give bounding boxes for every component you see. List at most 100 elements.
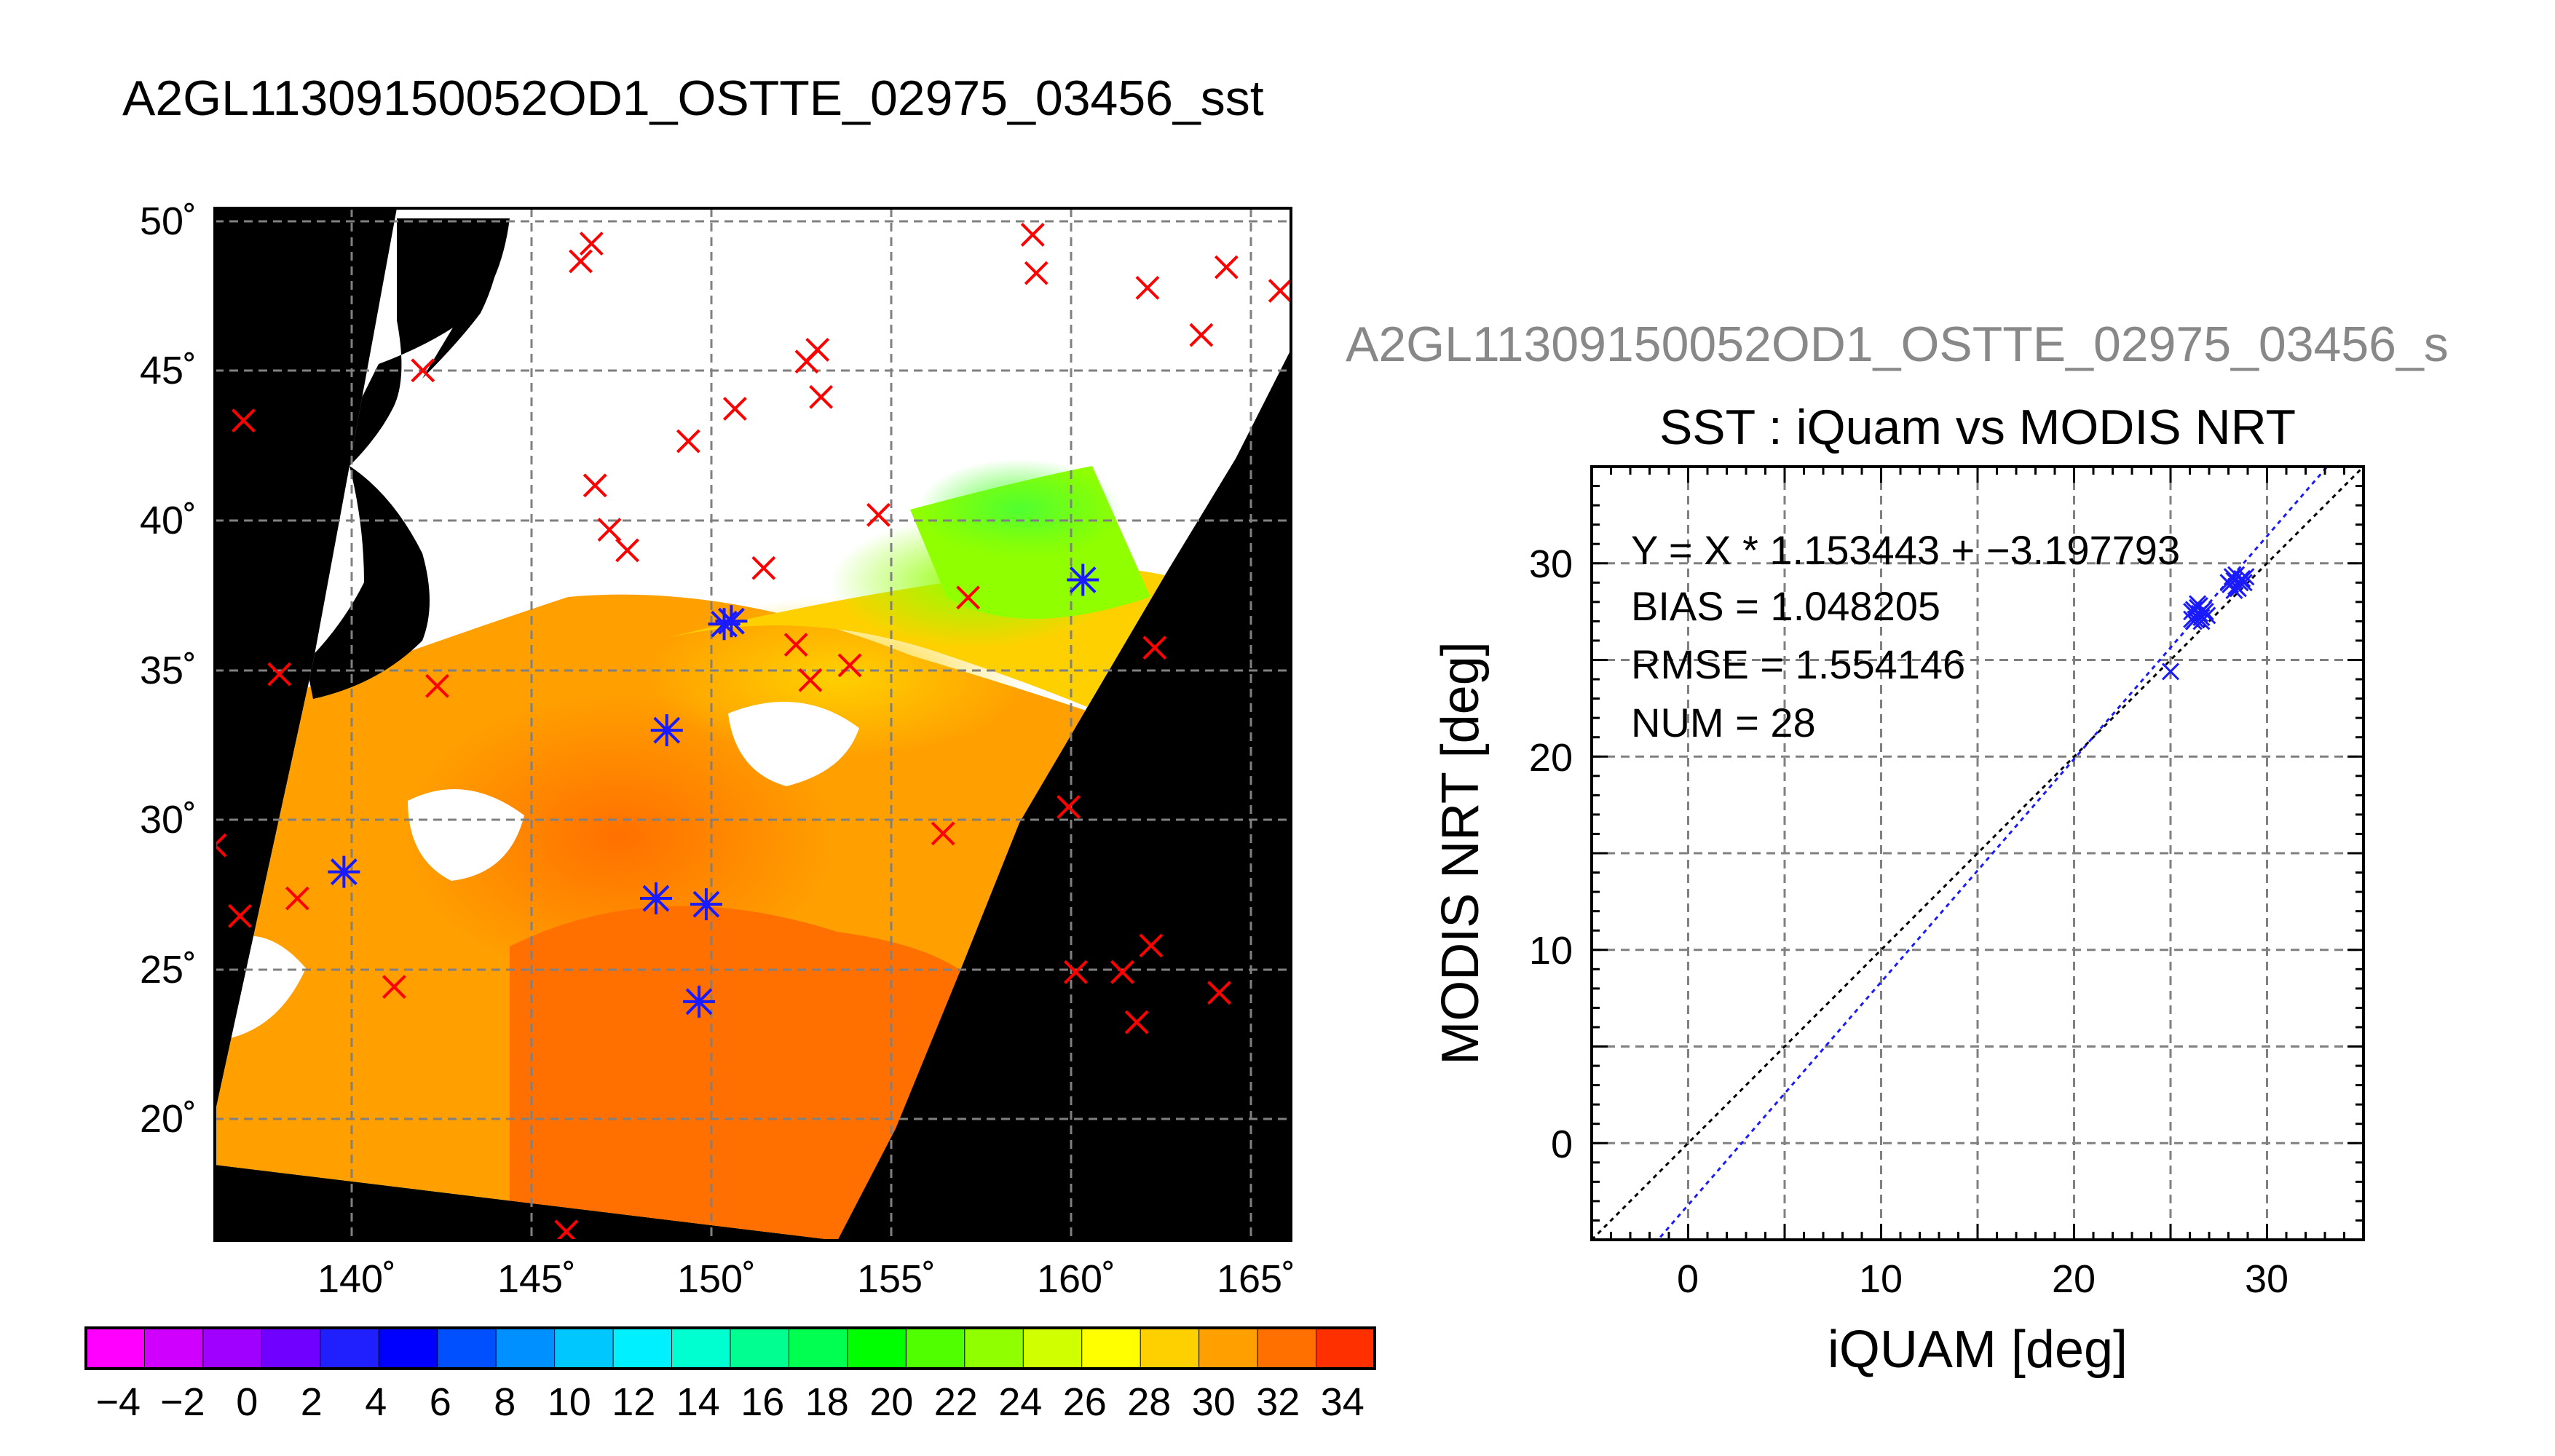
- iquam-point-marker: [583, 473, 607, 498]
- iquam-point-marker: [597, 518, 622, 542]
- scatter-point: [2190, 597, 2208, 615]
- iquam-point-marker: [1024, 261, 1049, 285]
- scatter-point: [2183, 603, 2201, 621]
- colorbar-tick-label: 22: [934, 1380, 978, 1424]
- iquam-point-marker: [1063, 960, 1088, 984]
- map-y-tick: 45˚: [140, 349, 197, 392]
- scatter-y-tick-labels: 0 10 20 30: [1529, 542, 1573, 1166]
- iquam-point-marker: [1020, 223, 1045, 247]
- iquam-point-marker: [798, 668, 823, 692]
- iquam-point-marker: [411, 358, 435, 383]
- iquam-point-marker: [1057, 795, 1081, 819]
- colorbar-tick-label: 14: [676, 1380, 720, 1424]
- iquam-point-marker: [615, 538, 639, 563]
- colorbar-cell: [437, 1327, 497, 1369]
- iquam-point-marker: [805, 338, 830, 362]
- scatter-title: SST : iQuam vs MODIS NRT: [1659, 400, 2296, 455]
- colorbar-tick-label: 32: [1256, 1380, 1300, 1424]
- scatter-plot: Y = X * 1.153443 + −3.197793 BIAS = 1.04…: [1431, 465, 2365, 1379]
- colorbar-cell: [671, 1327, 732, 1369]
- matchup-point-marker: [650, 714, 683, 747]
- colorbar-tick-label: 8: [494, 1380, 516, 1424]
- colorbar-cell: [788, 1327, 848, 1369]
- colorbar-cell: [202, 1327, 263, 1369]
- scatter-gridlines: [1592, 467, 2364, 1240]
- scatter-granule-label: A2GL11309150052OD1_OSTTE_02975_03456_s: [1346, 317, 2449, 372]
- iquam-point-marker: [554, 1219, 579, 1241]
- scatter-points: [2161, 566, 2255, 681]
- iquam-point-marker: [837, 653, 862, 678]
- colorbar-tick-label: 6: [430, 1380, 451, 1424]
- iquam-point-marker: [267, 662, 292, 687]
- colorbar-cell: [261, 1327, 321, 1369]
- iquam-point-marker: [1268, 279, 1291, 303]
- iquam-point-marker: [676, 429, 700, 454]
- colorbar-tick-label: 24: [998, 1380, 1042, 1424]
- map-x-tick: 145˚: [497, 1257, 576, 1301]
- land-hokkaido: [313, 218, 510, 510]
- map-markers: [215, 223, 1291, 1241]
- map-x-tick: 140˚: [317, 1257, 396, 1301]
- matchup-point-marker: [715, 605, 748, 638]
- fit-equation: Y = X * 1.153443 + −3.197793: [1631, 527, 2180, 573]
- scatter-y-axis-label: MODIS NRT [deg]: [1431, 641, 1490, 1065]
- scatter-stats: Y = X * 1.153443 + −3.197793 BIAS = 1.04…: [1631, 527, 2180, 745]
- num-value: NUM = 28: [1631, 700, 1816, 745]
- sst-field-lime-blob: [830, 517, 1121, 648]
- colorbar-tick-label: −2: [160, 1380, 205, 1424]
- map-gridlines: [215, 208, 1291, 1241]
- map-y-tick: 50˚: [140, 199, 197, 243]
- colorbar-tick-label: 2: [301, 1380, 323, 1424]
- colorbar-tick-label: 4: [365, 1380, 387, 1424]
- scatter-y-tick: 10: [1529, 929, 1573, 973]
- iquam-point-marker: [215, 833, 227, 858]
- colorbar-cell: [143, 1327, 204, 1369]
- scatter-x-tick: 10: [1859, 1257, 1903, 1301]
- map-y-tick: 35˚: [140, 649, 197, 692]
- colorbar-tick-label: 10: [548, 1380, 591, 1424]
- iquam-point-marker: [1124, 1010, 1149, 1034]
- matchup-point-marker: [1067, 563, 1099, 596]
- iquam-point-marker: [231, 408, 256, 433]
- colorbar-cell: [1316, 1327, 1375, 1369]
- colorbar-tick-label: 0: [236, 1380, 258, 1424]
- colorbar-cell: [847, 1327, 907, 1369]
- scatter-x-tick: 30: [2245, 1257, 2289, 1301]
- colorbar-frame: [84, 1326, 1376, 1370]
- colorbar-cell: [495, 1327, 556, 1369]
- land-sakhalin: [422, 218, 502, 379]
- iquam-point-marker: [569, 249, 593, 274]
- colorbar-tick-label: 34: [1321, 1380, 1365, 1424]
- map-y-tick: 40˚: [140, 499, 197, 542]
- land-honshu: [306, 466, 430, 699]
- iquam-point-marker: [228, 903, 252, 928]
- iquam-point-marker: [1214, 255, 1239, 280]
- iquam-point-marker: [751, 555, 776, 580]
- bias-value: BIAS = 1.048205: [1631, 583, 1940, 629]
- colorbar-tick-label: 18: [805, 1380, 849, 1424]
- colorbar-tick-label: 12: [612, 1380, 655, 1424]
- iquam-point-marker: [866, 502, 891, 527]
- map-y-tick: 25˚: [140, 948, 197, 992]
- colorbar-cell: [905, 1327, 965, 1369]
- iquam-point-marker: [579, 232, 604, 256]
- scatter-x-tick: 0: [1677, 1257, 1699, 1301]
- identity-line: [1592, 467, 2364, 1240]
- colorbar-cell: [1198, 1327, 1259, 1369]
- scatter-y-tick: 20: [1529, 736, 1573, 780]
- map-y-tick: 30˚: [140, 798, 197, 842]
- colorbar-tick-labels: −4 −2 0 2 4 6 8 10 12 14 16 18 20 22 24 26 28 30 32 34: [95, 1380, 1364, 1424]
- scatter-x-tick-labels: 0 10 20 30: [1677, 1257, 2289, 1301]
- iquam-point-marker: [809, 384, 834, 409]
- scatter-point: [2225, 581, 2243, 599]
- colorbar-cells: [85, 1327, 1375, 1369]
- colorbar-cell: [320, 1327, 380, 1369]
- map-x-tick: 155˚: [857, 1257, 936, 1301]
- scatter-y-tick: 0: [1551, 1123, 1573, 1166]
- iquam-point-marker: [1207, 981, 1231, 1005]
- scatter-point: [2237, 568, 2255, 586]
- map-x-tick: 160˚: [1037, 1257, 1115, 1301]
- scatter-x-axis-label: iQUAM [deg]: [1828, 1321, 2128, 1379]
- map-x-tick: 165˚: [1217, 1257, 1295, 1301]
